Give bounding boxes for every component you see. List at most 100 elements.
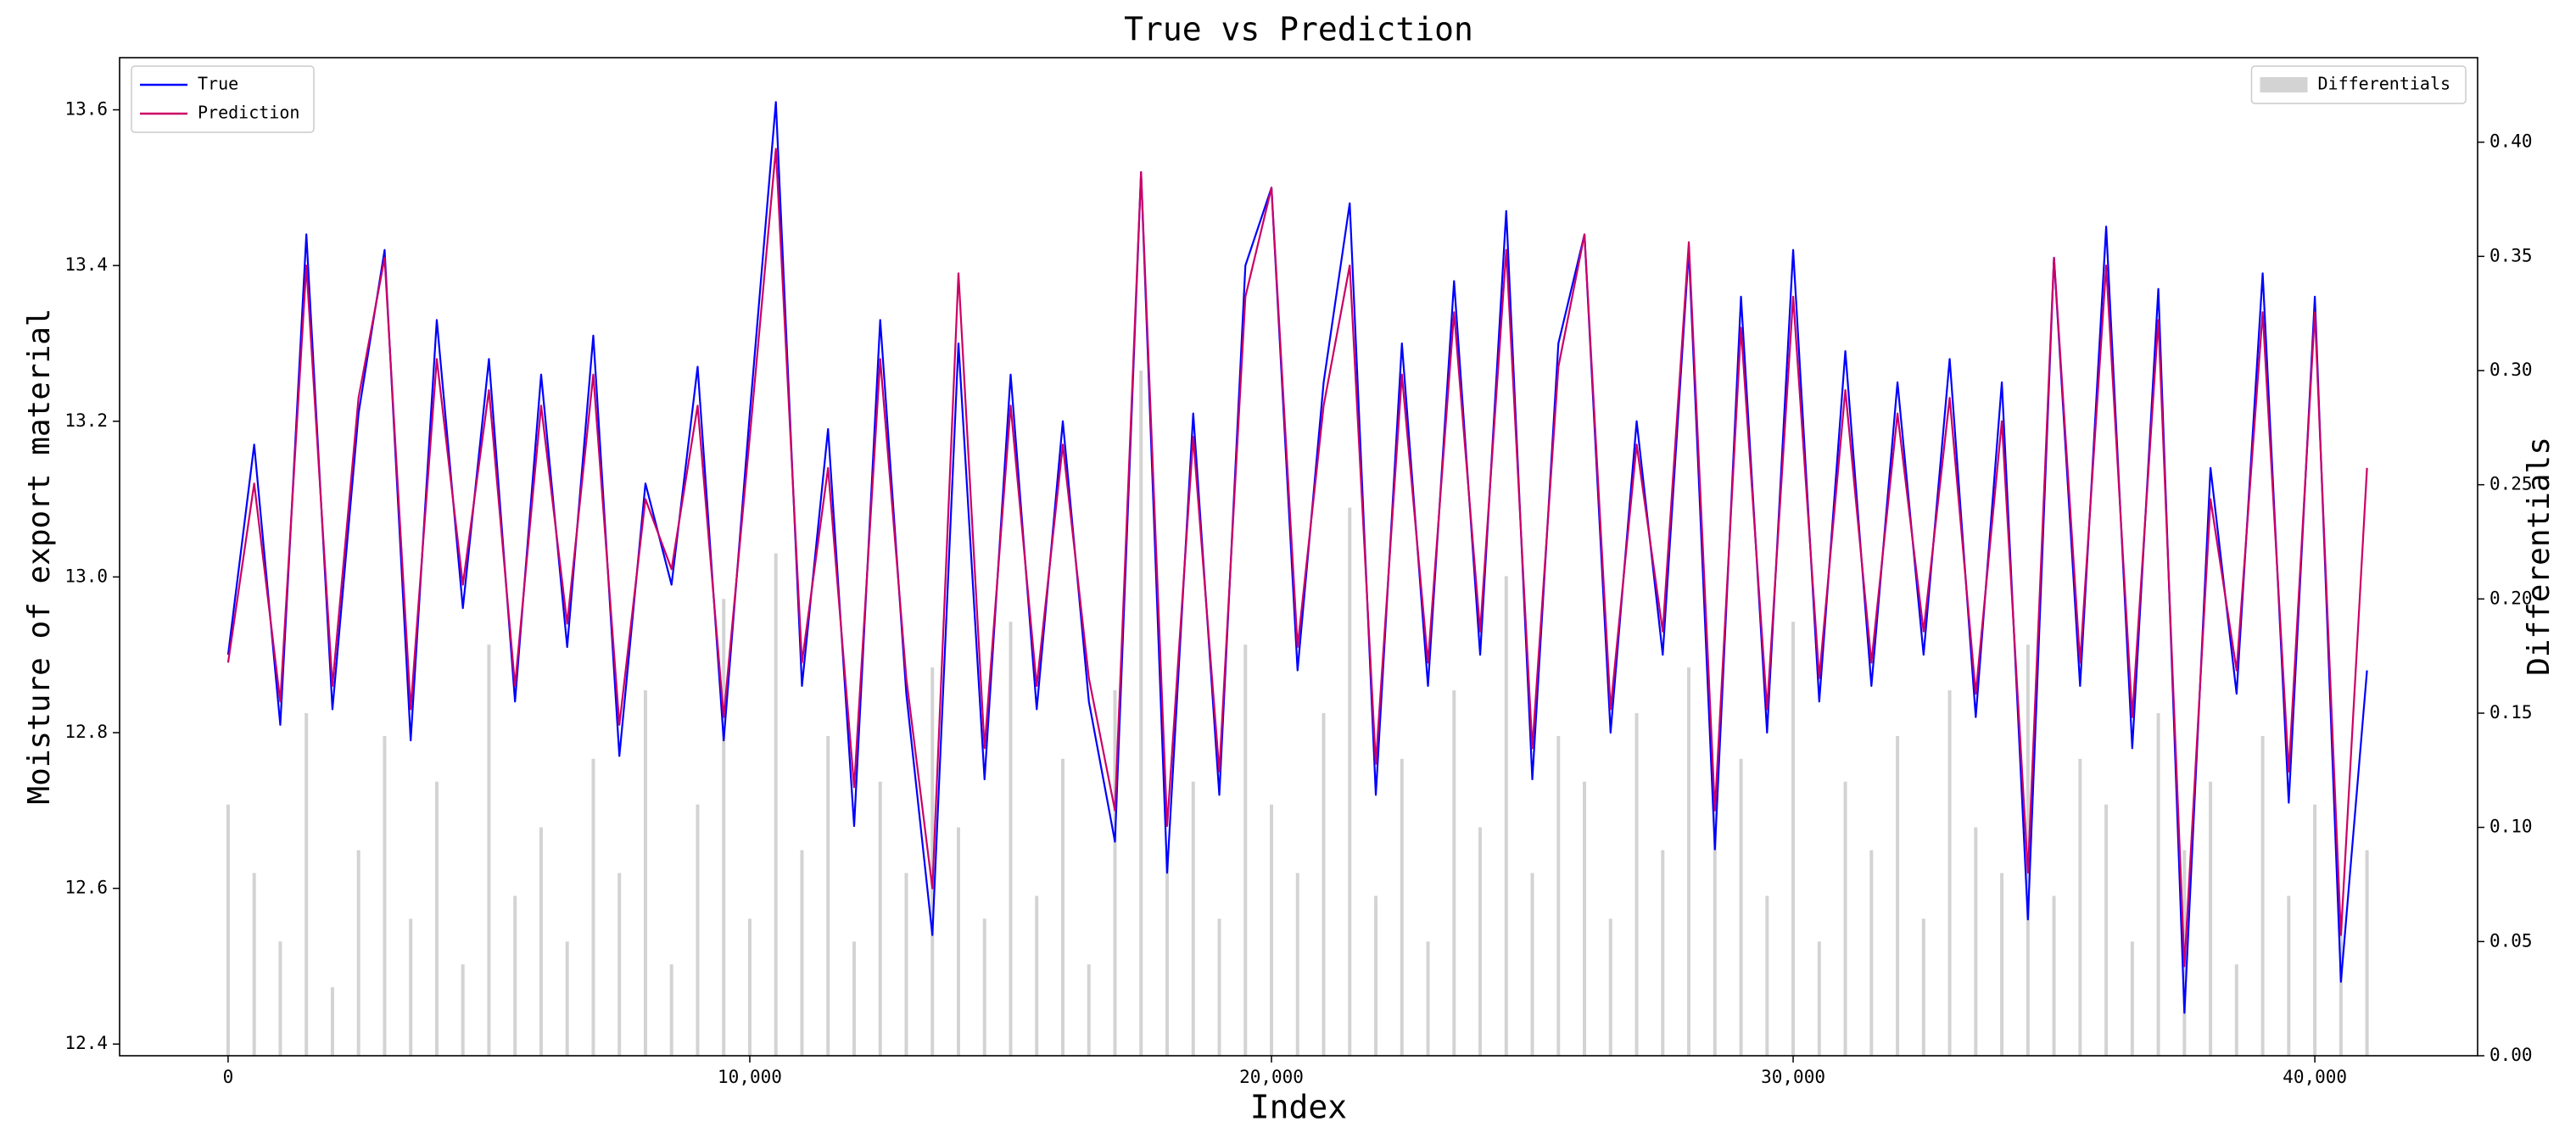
differential-bar: [2234, 964, 2238, 1056]
differential-bar: [434, 781, 439, 1056]
differential-bar: [1504, 576, 1508, 1056]
legend-box: [2250, 65, 2467, 104]
differential-bar: [1009, 622, 1013, 1056]
differential-bar: [1921, 918, 1925, 1056]
y-tick-label: 13.2: [64, 410, 108, 431]
differential-bar: [1035, 895, 1039, 1056]
differential-bar: [1087, 964, 1091, 1056]
differential-bar: [2156, 712, 2160, 1056]
x-tick-label: 40,000: [2283, 1067, 2347, 1087]
legend-box: [131, 65, 315, 133]
x-tick-label: 10,000: [718, 1067, 782, 1087]
differential-bar: [2078, 758, 2082, 1056]
differential-bar: [982, 918, 986, 1056]
differential-bar: [1869, 850, 1874, 1056]
differential-bar: [1661, 850, 1665, 1056]
y-tick-label: 13.4: [64, 254, 108, 275]
differential-bar: [2052, 895, 2056, 1056]
chart-title: True vs Prediction: [1124, 11, 1473, 48]
differential-bar: [1452, 690, 1456, 1056]
differential-bar: [878, 781, 882, 1056]
differential-bar: [1687, 667, 1691, 1056]
differential-bar: [383, 735, 387, 1056]
legend: True Prediction: [131, 65, 315, 133]
legend: Differentials: [2250, 65, 2467, 104]
y2-axis-label: Differentials: [2522, 437, 2556, 676]
differential-bar: [461, 964, 465, 1056]
y-tick-label: 13.6: [64, 99, 108, 120]
differential-bar: [1348, 507, 1352, 1056]
differential-bar: [2026, 644, 2030, 1056]
differential-bar: [330, 987, 334, 1056]
differential-bar: [305, 712, 309, 1056]
differential-bar: [1295, 873, 1299, 1056]
y-tick-label: 12.4: [64, 1033, 108, 1053]
y2-tick-label: 0.35: [2489, 245, 2533, 265]
differential-bar: [1765, 895, 1769, 1056]
differential-bar: [669, 964, 673, 1056]
x-tick-label: 20,000: [1239, 1067, 1304, 1087]
differential-bar: [1896, 735, 1900, 1056]
differential-bar: [1556, 735, 1561, 1056]
differential-bar: [2104, 804, 2109, 1056]
differential-bar: [1165, 850, 1170, 1056]
differential-bar: [2209, 781, 2213, 1056]
differential-bar: [643, 690, 647, 1056]
differential-bar: [2130, 941, 2134, 1056]
differential-bar: [1322, 712, 1326, 1056]
y2-tick-label: 0.30: [2489, 360, 2533, 380]
differential-bar: [774, 553, 778, 1056]
differential-bar: [800, 850, 804, 1056]
differential-bar: [409, 918, 413, 1056]
differential-bar: [1791, 622, 1796, 1056]
differential-bar: [617, 873, 622, 1056]
differential-bar: [1608, 918, 1612, 1056]
differential-bar: [747, 918, 752, 1056]
differential-bar: [1270, 804, 1274, 1056]
differential-bar: [1739, 758, 1743, 1056]
differential-bar: [904, 873, 908, 1056]
differential-bar: [565, 941, 569, 1056]
differential-bar: [1426, 941, 1430, 1056]
differential-bar: [1817, 941, 1821, 1056]
y-tick-label: 12.8: [64, 722, 108, 742]
y2-tick-label: 0.00: [2489, 1045, 2533, 1065]
differential-bar: [1843, 781, 1847, 1056]
x-axis-label: Index: [1250, 1089, 1347, 1126]
differential-bar: [2260, 735, 2265, 1056]
differential-bar: [226, 804, 230, 1056]
series-line: [226, 148, 2368, 968]
plot-area: [226, 101, 2369, 1056]
differential-bar: [539, 827, 543, 1056]
differential-bar: [1113, 690, 1117, 1056]
differential-bar: [1713, 804, 1717, 1056]
y2-tick-label: 0.20: [2489, 588, 2533, 608]
y2-tick-label: 0.05: [2489, 930, 2533, 951]
differential-bar: [513, 895, 517, 1056]
differential-bar: [826, 735, 830, 1056]
differential-bar: [1478, 827, 1483, 1056]
differential-bar: [356, 850, 360, 1056]
legend-swatch: [2260, 77, 2308, 92]
differential-bar: [930, 667, 935, 1056]
legend-label: True: [198, 74, 238, 94]
y-tick-label: 12.6: [64, 878, 108, 898]
differential-bar: [2339, 918, 2343, 1056]
y2-tick-label: 0.15: [2489, 702, 2533, 722]
differential-bar: [1947, 690, 1952, 1056]
differential-bar: [2365, 850, 2369, 1056]
differential-bar: [278, 941, 282, 1056]
y2-tick-label: 0.10: [2489, 817, 2533, 837]
differential-bar: [1374, 895, 1378, 1056]
y2-tick-label: 0.25: [2489, 474, 2533, 494]
legend-label: Prediction: [198, 103, 299, 123]
plot-frame: [119, 57, 2478, 1057]
differential-bar: [2287, 895, 2291, 1056]
differential-bar: [852, 941, 856, 1056]
differential-bar: [1583, 781, 1587, 1056]
differential-bar: [956, 827, 960, 1056]
differential-bar: [1634, 712, 1639, 1056]
differential-bar: [1191, 781, 1195, 1056]
y2-tick-label: 0.40: [2489, 131, 2533, 152]
